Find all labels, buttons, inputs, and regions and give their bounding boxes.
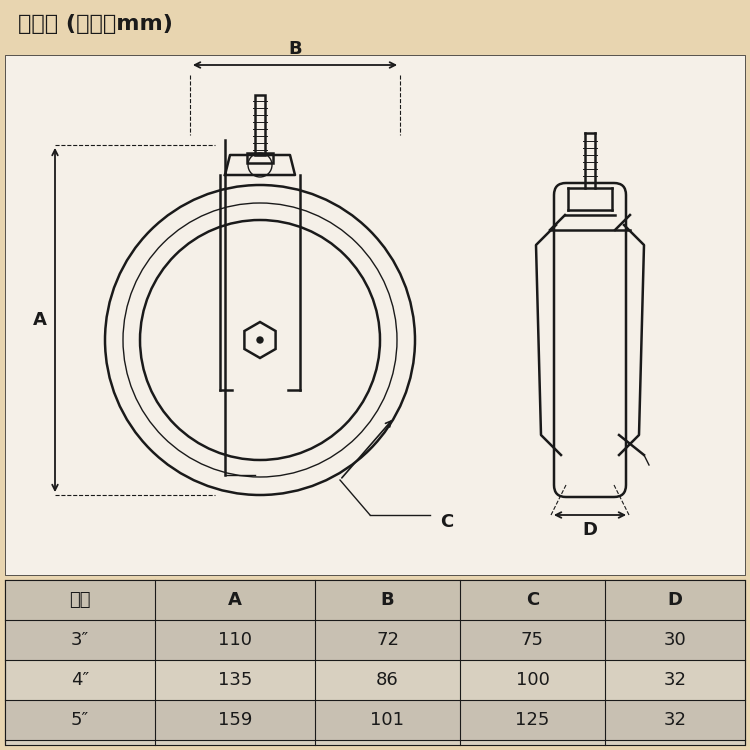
- Circle shape: [257, 337, 263, 343]
- FancyBboxPatch shape: [5, 55, 745, 575]
- Text: 装配图 (单位：mm): 装配图 (单位：mm): [18, 14, 172, 34]
- Text: B: B: [381, 591, 394, 609]
- FancyBboxPatch shape: [0, 0, 750, 50]
- Text: 86: 86: [376, 671, 399, 689]
- FancyBboxPatch shape: [5, 700, 745, 740]
- Text: 72: 72: [376, 631, 399, 649]
- Text: A: A: [33, 311, 47, 329]
- Text: C: C: [440, 513, 453, 531]
- Text: 125: 125: [515, 711, 550, 729]
- Text: 32: 32: [664, 711, 686, 729]
- Text: 110: 110: [218, 631, 252, 649]
- Text: D: D: [668, 591, 682, 609]
- Text: 5″: 5″: [70, 711, 89, 729]
- Text: 159: 159: [217, 711, 252, 729]
- FancyBboxPatch shape: [5, 580, 745, 620]
- Text: 101: 101: [370, 711, 404, 729]
- Text: B: B: [288, 40, 302, 58]
- Text: 规格: 规格: [69, 591, 91, 609]
- Text: C: C: [526, 591, 539, 609]
- Text: 75: 75: [521, 631, 544, 649]
- Text: 135: 135: [217, 671, 252, 689]
- Text: 32: 32: [664, 671, 686, 689]
- Text: 100: 100: [515, 671, 550, 689]
- FancyBboxPatch shape: [5, 580, 745, 745]
- FancyBboxPatch shape: [5, 620, 745, 660]
- Text: 30: 30: [664, 631, 686, 649]
- Text: D: D: [583, 521, 598, 539]
- Text: A: A: [228, 591, 242, 609]
- Text: 3″: 3″: [70, 631, 89, 649]
- Text: 4″: 4″: [70, 671, 89, 689]
